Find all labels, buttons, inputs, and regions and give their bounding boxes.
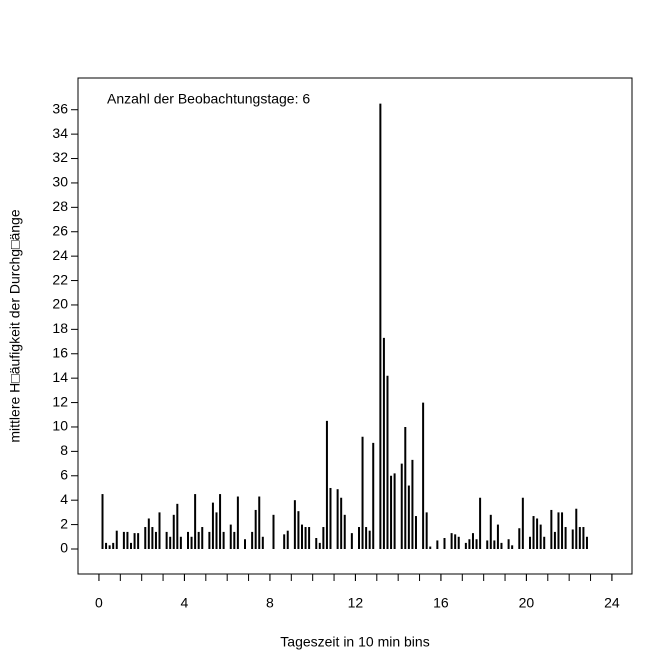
y-tick-label: 36 [52, 100, 68, 116]
y-tick-label: 34 [52, 125, 68, 141]
y-tick-label: 0 [60, 540, 68, 556]
y-tick-label: 20 [52, 296, 68, 312]
plot-box [77, 77, 633, 575]
x-tick-label: 20 [519, 595, 535, 611]
y-axis-label: mittlere H□äufigkeit der Durchg□änge [7, 209, 23, 442]
y-tick-label: 4 [60, 491, 68, 507]
x-tick-label: 4 [181, 595, 189, 611]
y-tick-label: 14 [52, 369, 68, 385]
x-axis-label: Tageszeit in 10 min bins [280, 634, 429, 650]
y-tick-label: 30 [52, 174, 68, 190]
x-tick-label: 8 [266, 595, 274, 611]
y-tick-label: 22 [52, 271, 68, 287]
x-tick-label: 12 [348, 595, 364, 611]
x-tick-label: 0 [95, 595, 103, 611]
x-tick-label: 16 [433, 595, 449, 611]
y-tick-label: 24 [52, 247, 68, 263]
y-tick-label: 28 [52, 198, 68, 214]
y-tick-label: 18 [52, 320, 68, 336]
y-tick-label: 26 [52, 222, 68, 238]
y-tick-label: 32 [52, 149, 68, 165]
y-tick-label: 12 [52, 393, 68, 409]
x-tick-label: 24 [604, 595, 620, 611]
y-tick-label: 2 [60, 515, 68, 531]
y-tick-label: 6 [60, 466, 68, 482]
y-tick-label: 10 [52, 418, 68, 434]
annotation: Anzahl der Beobachtungstage: 6 [107, 91, 310, 107]
y-tick-label: 8 [60, 442, 68, 458]
y-tick-label: 16 [52, 344, 68, 360]
